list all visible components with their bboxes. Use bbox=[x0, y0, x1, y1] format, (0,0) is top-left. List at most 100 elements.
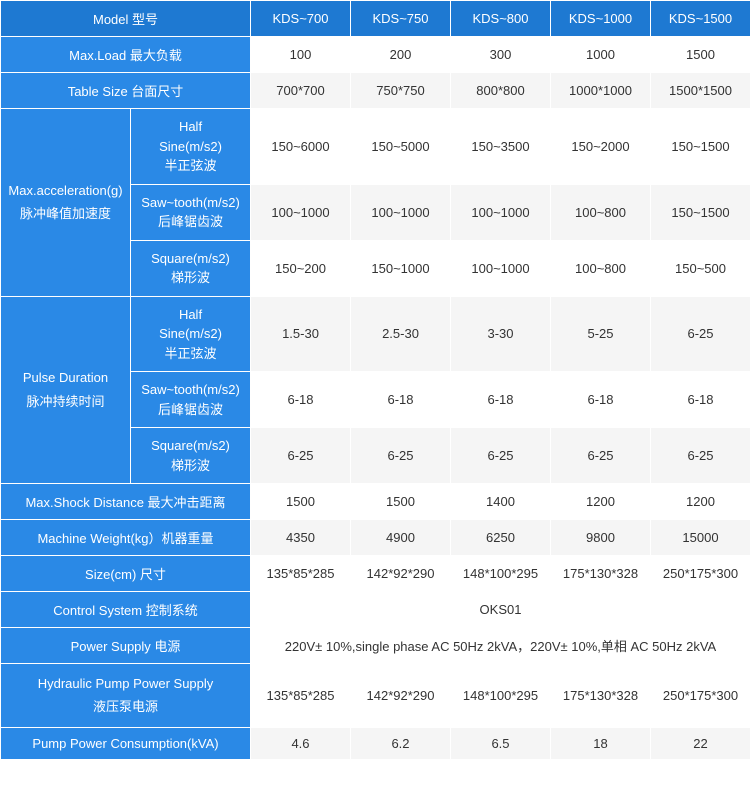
header-col: KDS~700 bbox=[251, 1, 351, 37]
cell: 1200 bbox=[551, 484, 651, 520]
cell: 6-18 bbox=[451, 372, 551, 428]
cell: 4900 bbox=[351, 520, 451, 556]
cell: 1500 bbox=[251, 484, 351, 520]
cell: 22 bbox=[651, 727, 750, 759]
sublabel-half: HalfSine(m/s2)半正弦波 bbox=[131, 296, 251, 372]
cell: 142*92*290 bbox=[351, 664, 451, 728]
cell: 1400 bbox=[451, 484, 551, 520]
label-control: Control System 控制系统 bbox=[1, 592, 251, 628]
cell: 6-18 bbox=[351, 372, 451, 428]
cell: 100~1000 bbox=[351, 184, 451, 240]
cell: 100~800 bbox=[551, 240, 651, 296]
sublabel-saw: Saw~tooth(m/s2)后峰锯齿波 bbox=[131, 372, 251, 428]
label-power: Power Supply 电源 bbox=[1, 628, 251, 664]
cell-control: OKS01 bbox=[251, 592, 750, 628]
cell: 6-25 bbox=[251, 428, 351, 484]
row-pulse-half: Pulse Duration脉冲持续时间 HalfSine(m/s2)半正弦波 … bbox=[1, 296, 750, 372]
cell: 150~5000 bbox=[351, 109, 451, 185]
row-weight: Machine Weight(kg）机器重量 4350 4900 6250 98… bbox=[1, 520, 750, 556]
label-shock: Max.Shock Distance 最大冲击距离 bbox=[1, 484, 251, 520]
header-col: KDS~750 bbox=[351, 1, 451, 37]
cell: 750*750 bbox=[351, 73, 451, 109]
cell: 6250 bbox=[451, 520, 551, 556]
cell: 1000*1000 bbox=[551, 73, 651, 109]
cell: 150~6000 bbox=[251, 109, 351, 185]
cell: 148*100*295 bbox=[451, 664, 551, 728]
cell: 148*100*295 bbox=[451, 556, 551, 592]
label-tablesize: Table Size 台面尺寸 bbox=[1, 73, 251, 109]
cell: 175*130*328 bbox=[551, 556, 651, 592]
cell: 6-18 bbox=[251, 372, 351, 428]
label-accel: Max.acceleration(g)脉冲峰值加速度 bbox=[1, 109, 131, 297]
row-size: Size(cm) 尺寸 135*85*285 142*92*290 148*10… bbox=[1, 556, 750, 592]
cell: 150~200 bbox=[251, 240, 351, 296]
cell: 6-25 bbox=[451, 428, 551, 484]
cell: 6.2 bbox=[351, 727, 451, 759]
cell: 100~800 bbox=[551, 184, 651, 240]
cell: 6.5 bbox=[451, 727, 551, 759]
cell: 100~1000 bbox=[451, 184, 551, 240]
cell: 6-25 bbox=[551, 428, 651, 484]
header-model: Model 型号 bbox=[1, 1, 251, 37]
cell: 9800 bbox=[551, 520, 651, 556]
label-pulse: Pulse Duration脉冲持续时间 bbox=[1, 296, 131, 484]
cell: 1500 bbox=[651, 37, 750, 73]
cell: 2.5-30 bbox=[351, 296, 451, 372]
cell: 150~1500 bbox=[651, 109, 750, 185]
cell: 135*85*285 bbox=[251, 664, 351, 728]
cell: 1500*1500 bbox=[651, 73, 750, 109]
cell: 15000 bbox=[651, 520, 750, 556]
header-col: KDS~1500 bbox=[651, 1, 750, 37]
cell: 175*130*328 bbox=[551, 664, 651, 728]
row-shock: Max.Shock Distance 最大冲击距离 1500 1500 1400… bbox=[1, 484, 750, 520]
cell: 150~1500 bbox=[651, 184, 750, 240]
cell: 1000 bbox=[551, 37, 651, 73]
cell: 150~3500 bbox=[451, 109, 551, 185]
label-hydraulic: Hydraulic Pump Power Supply液压泵电源 bbox=[1, 664, 251, 728]
cell: 1.5-30 bbox=[251, 296, 351, 372]
sublabel-square: Square(m/s2)梯形波 bbox=[131, 240, 251, 296]
label-pump: Pump Power Consumption(kVA) bbox=[1, 727, 251, 759]
cell: 4350 bbox=[251, 520, 351, 556]
cell: 250*175*300 bbox=[651, 664, 750, 728]
cell: 150~2000 bbox=[551, 109, 651, 185]
row-power: Power Supply 电源 220V± 10%,single phase A… bbox=[1, 628, 750, 664]
cell: 1500 bbox=[351, 484, 451, 520]
cell: 135*85*285 bbox=[251, 556, 351, 592]
cell: 6-18 bbox=[651, 372, 750, 428]
cell: 150~500 bbox=[651, 240, 750, 296]
sublabel-half: HalfSine(m/s2)半正弦波 bbox=[131, 109, 251, 185]
row-pump: Pump Power Consumption(kVA) 4.6 6.2 6.5 … bbox=[1, 727, 750, 759]
cell: 1200 bbox=[651, 484, 750, 520]
label-size: Size(cm) 尺寸 bbox=[1, 556, 251, 592]
cell-power: 220V± 10%,single phase AC 50Hz 2kVA，220V… bbox=[251, 628, 750, 664]
cell: 18 bbox=[551, 727, 651, 759]
cell: 6-25 bbox=[651, 296, 750, 372]
cell: 100~1000 bbox=[251, 184, 351, 240]
row-hydraulic: Hydraulic Pump Power Supply液压泵电源 135*85*… bbox=[1, 664, 750, 728]
label-maxload: Max.Load 最大负载 bbox=[1, 37, 251, 73]
header-row: Model 型号 KDS~700 KDS~750 KDS~800 KDS~100… bbox=[1, 1, 750, 37]
label-weight: Machine Weight(kg）机器重量 bbox=[1, 520, 251, 556]
cell: 800*800 bbox=[451, 73, 551, 109]
cell: 300 bbox=[451, 37, 551, 73]
sublabel-saw: Saw~tooth(m/s2)后峰锯齿波 bbox=[131, 184, 251, 240]
cell: 250*175*300 bbox=[651, 556, 750, 592]
cell: 100 bbox=[251, 37, 351, 73]
cell: 200 bbox=[351, 37, 451, 73]
cell: 6-18 bbox=[551, 372, 651, 428]
cell: 142*92*290 bbox=[351, 556, 451, 592]
cell: 3-30 bbox=[451, 296, 551, 372]
cell: 6-25 bbox=[651, 428, 750, 484]
spec-table: Model 型号 KDS~700 KDS~750 KDS~800 KDS~100… bbox=[0, 0, 750, 760]
sublabel-square: Square(m/s2)梯形波 bbox=[131, 428, 251, 484]
cell: 6-25 bbox=[351, 428, 451, 484]
row-tablesize: Table Size 台面尺寸 700*700 750*750 800*800 … bbox=[1, 73, 750, 109]
header-col: KDS~800 bbox=[451, 1, 551, 37]
header-col: KDS~1000 bbox=[551, 1, 651, 37]
cell: 150~1000 bbox=[351, 240, 451, 296]
row-accel-half: Max.acceleration(g)脉冲峰值加速度 HalfSine(m/s2… bbox=[1, 109, 750, 185]
cell: 100~1000 bbox=[451, 240, 551, 296]
row-control: Control System 控制系统 OKS01 bbox=[1, 592, 750, 628]
row-maxload: Max.Load 最大负载 100 200 300 1000 1500 bbox=[1, 37, 750, 73]
